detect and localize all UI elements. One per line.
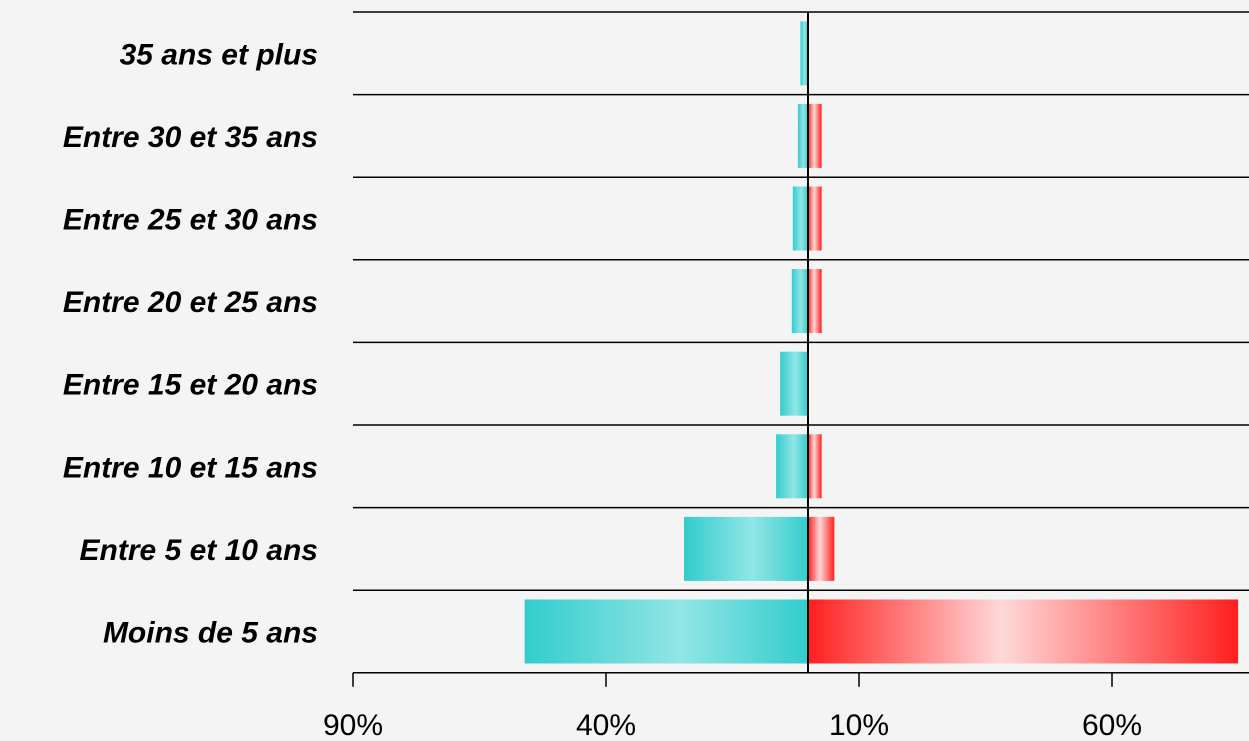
category-label: Entre 20 et 25 ans [63,286,318,319]
category-label: Entre 30 et 35 ans [63,121,318,154]
bar-left [800,21,808,86]
bar-left [791,269,808,334]
category-label: Entre 15 et 20 ans [63,369,318,402]
x-tick-label: 10% [829,709,889,741]
x-tick-label: 60% [1082,709,1142,741]
bar-left [776,434,808,499]
category-label: Moins de 5 ans [103,617,318,650]
bar-right [808,186,822,251]
x-tick-label: 90% [323,709,383,741]
bar-left [792,186,808,251]
bar-left [684,516,808,581]
category-labels: 35 ans et plus Entre 30 et 35 ans Entre 25… [63,38,318,649]
category-label: Entre 25 et 30 ans [63,204,318,237]
bar-left [524,599,808,664]
bar-left [797,103,808,168]
bar-right [808,434,822,499]
bar-left [780,351,808,416]
category-label: Entre 5 et 10 ans [80,534,318,567]
x-tick-label: 40% [576,709,636,741]
bar-right [808,599,1239,664]
x-axis: 90% 40% 10% 60% [323,672,1249,741]
bars [524,12,1239,673]
category-label: Entre 10 et 15 ans [63,451,318,484]
category-label: 35 ans et plus [120,38,318,71]
bar-right [808,516,835,581]
bar-right [808,103,822,168]
bar-right [808,269,822,334]
